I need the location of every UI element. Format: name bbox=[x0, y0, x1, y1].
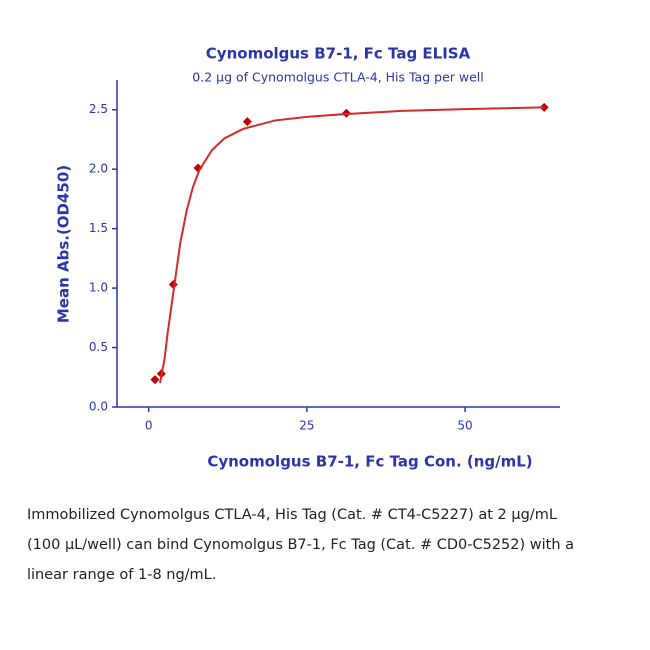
chart-title: Cynomolgus B7-1, Fc Tag ELISA bbox=[206, 45, 471, 63]
caption-line: linear range of 1-8 ng/mL. bbox=[27, 567, 216, 583]
x-tick-label: 25 bbox=[299, 419, 314, 433]
y-tick-label: 2.0 bbox=[89, 162, 108, 176]
y-tick-label: 0.5 bbox=[89, 340, 108, 354]
y-tick-label: 1.0 bbox=[89, 281, 108, 295]
data-point bbox=[150, 375, 160, 385]
data-point bbox=[242, 117, 252, 127]
y-tick-label: 2.5 bbox=[89, 102, 108, 116]
x-tick-label: 50 bbox=[457, 419, 472, 433]
y-axis-label: Mean Abs.(OD450) bbox=[55, 165, 73, 323]
caption-line: Immobilized Cynomolgus CTLA-4, His Tag (… bbox=[27, 507, 557, 523]
y-tick-label: 0.0 bbox=[89, 400, 108, 414]
caption-line: (100 μL/well) can bind Cynomolgus B7-1, … bbox=[27, 537, 574, 553]
x-axis-label: Cynomolgus B7-1, Fc Tag Con. (ng/mL) bbox=[207, 453, 532, 471]
x-tick-label: 0 bbox=[145, 419, 153, 433]
chart-subtitle: 0.2 μg of Cynomolgus CTLA-4, His Tag per… bbox=[192, 70, 483, 85]
fit-curve bbox=[159, 106, 545, 384]
y-tick-label: 1.5 bbox=[89, 221, 108, 235]
